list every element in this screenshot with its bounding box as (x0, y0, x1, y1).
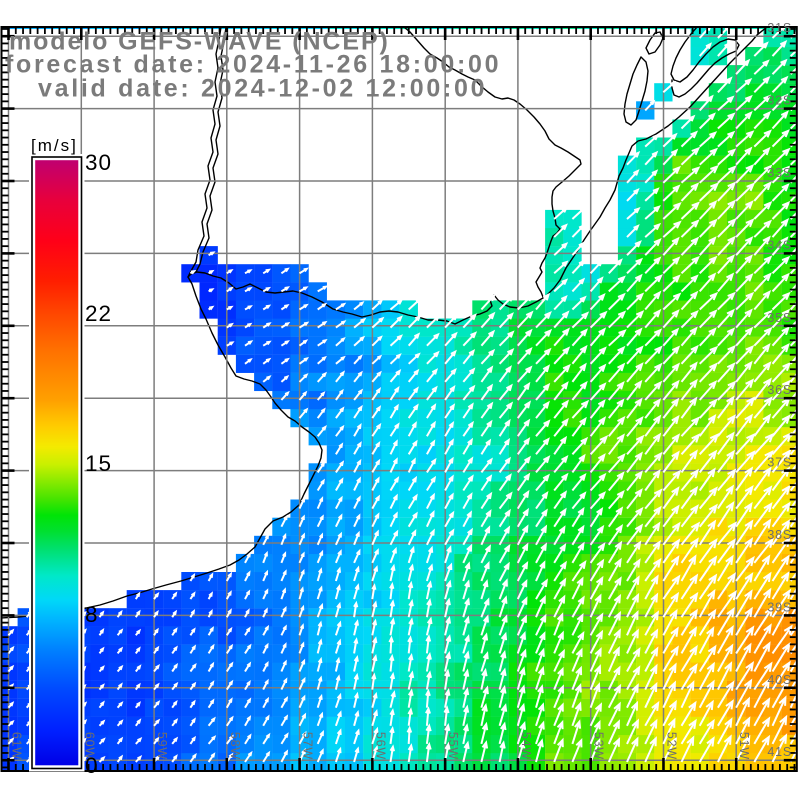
svg-text:60W: 60W (82, 732, 96, 760)
svg-text:31S: 31S (767, 21, 792, 35)
svg-text:37S: 37S (767, 456, 792, 470)
svg-text:34S: 34S (767, 238, 792, 252)
svg-text:58W: 58W (228, 732, 242, 760)
svg-text:39S: 39S (767, 600, 792, 614)
svg-text:38S: 38S (767, 528, 792, 542)
svg-text:61W: 61W (10, 732, 24, 760)
svg-text:59W: 59W (155, 732, 169, 760)
svg-text:[m/s]: [m/s] (31, 136, 78, 155)
svg-text:forecast date: 2024-11-26 18:0: forecast date: 2024-11-26 18:00:00 (5, 51, 501, 79)
svg-text:35S: 35S (767, 311, 792, 325)
svg-text:30: 30 (85, 150, 112, 175)
svg-text:22: 22 (85, 301, 112, 326)
svg-text:0: 0 (85, 753, 99, 778)
svg-text:53W: 53W (592, 732, 606, 760)
svg-text:15: 15 (85, 451, 112, 476)
svg-text:55W: 55W (446, 732, 460, 760)
svg-text:54W: 54W (519, 732, 533, 760)
svg-text:8: 8 (85, 602, 99, 627)
svg-text:33S: 33S (767, 166, 792, 180)
svg-text:52W: 52W (665, 732, 679, 760)
svg-text:modelo GEFS-WAVE (NCEP): modelo GEFS-WAVE (NCEP) (9, 28, 390, 56)
svg-text:36S: 36S (767, 383, 792, 397)
svg-text:51W: 51W (737, 732, 751, 760)
svg-text:valid date: 2024-12-02 12:00:0: valid date: 2024-12-02 12:00:00 (38, 75, 487, 103)
svg-text:32S: 32S (767, 94, 792, 108)
svg-text:40S: 40S (767, 673, 792, 687)
svg-text:41S: 41S (767, 745, 792, 759)
svg-text:56W: 56W (373, 732, 387, 760)
svg-text:57W: 57W (301, 732, 315, 760)
